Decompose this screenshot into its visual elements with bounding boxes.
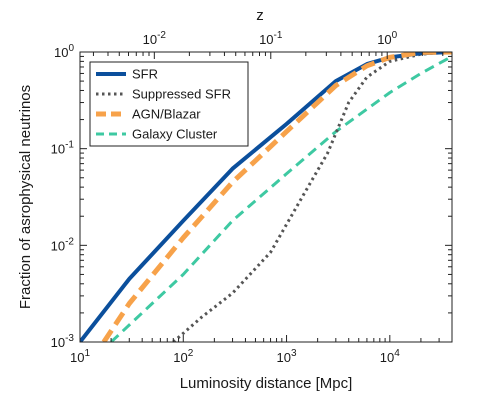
legend-label: AGN/Blazar (132, 107, 201, 122)
x-tick-label: 103 (277, 348, 297, 365)
x-axis-title: Luminosity distance [Mpc] (180, 375, 353, 392)
series-layer (80, 52, 452, 342)
y-tick-label: 10-2 (51, 236, 75, 253)
ticks-layer: 101 102 103 104 10-2 10-1 100 10-3 10-2 10-1 100 (51, 30, 452, 365)
y-tick-label: 10-1 (51, 140, 75, 157)
y-tick-label: 100 (54, 43, 74, 60)
legend-label: SFR (132, 67, 158, 82)
y-axis-title: Fraction of asrophysical neutrinos (17, 85, 34, 309)
top-tick-label: 10-1 (259, 30, 283, 47)
y-tick-label: 10-3 (51, 333, 75, 350)
series-line-suppressed-sfr (172, 52, 452, 342)
x-tick-label: 104 (380, 348, 400, 365)
legend: SFR Suppressed SFR AGN/Blazar Galaxy Cluste… (89, 61, 249, 147)
top-tick-label: 10-2 (143, 30, 167, 47)
x-tick-label: 101 (70, 348, 90, 365)
legend-label: Suppressed SFR (132, 87, 231, 102)
legend-label: Galaxy Cluster (132, 127, 218, 142)
top-axis-title: z (256, 7, 264, 24)
plot-frame (79, 51, 453, 343)
series-line-galaxy-cluster (110, 55, 452, 342)
top-tick-label: 100 (377, 30, 397, 47)
series-line-agn-blazar (101, 52, 452, 342)
x-tick-label: 102 (173, 348, 193, 365)
